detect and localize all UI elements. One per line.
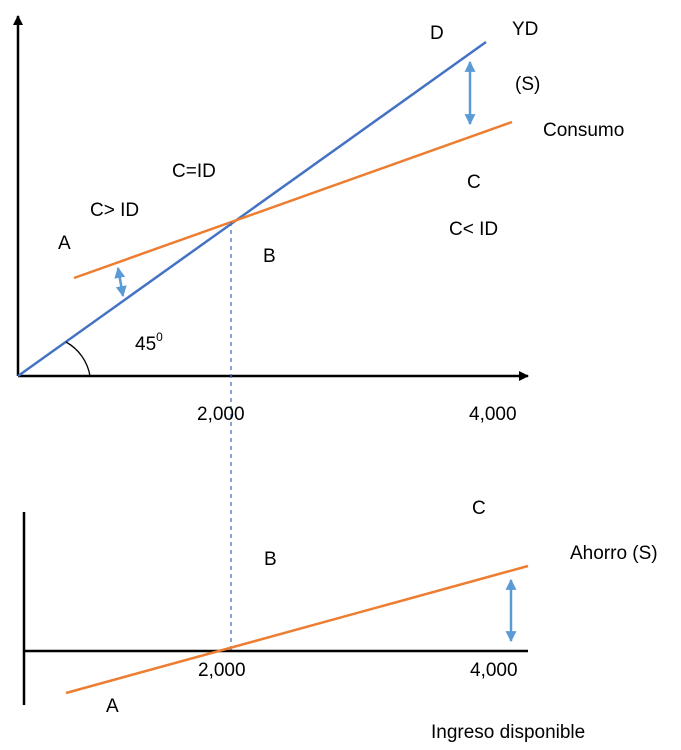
label-yd: YD xyxy=(512,19,538,40)
label-a-bottom: A xyxy=(106,696,119,717)
tick-4000-bottom: 4,000 xyxy=(470,660,518,681)
yd-45-degree-line xyxy=(17,40,487,378)
label-ahorro: Ahorro (S) xyxy=(570,543,658,564)
angle-degree-sup: 0 xyxy=(156,330,163,344)
tick-2000-bottom: 2,000 xyxy=(198,660,246,681)
label-c-lt-id: C< ID xyxy=(449,219,498,240)
dissaving-gap-arrow xyxy=(114,266,127,298)
label-b-top: B xyxy=(263,246,276,267)
label-c-gt-id: C> ID xyxy=(90,200,139,221)
angle-label: 450 xyxy=(135,330,163,355)
angle-value: 45 xyxy=(135,334,156,355)
label-consumo: Consumo xyxy=(543,120,624,141)
axis-title-ingreso: Ingreso disponible xyxy=(431,722,585,743)
label-s-top: (S) xyxy=(515,74,540,95)
label-a-top: A xyxy=(58,233,71,254)
consumption-line xyxy=(73,120,513,280)
label-c-bottom: C xyxy=(472,498,486,519)
label-b-bottom: B xyxy=(264,549,277,570)
angle-arc xyxy=(65,341,91,377)
tick-2000-top: 2,000 xyxy=(197,404,245,425)
label-c-eq-id: C=ID xyxy=(172,161,216,182)
tick-4000-top: 4,000 xyxy=(469,404,517,425)
label-c-top: C xyxy=(467,172,481,193)
savings-line xyxy=(65,564,529,695)
label-d: D xyxy=(430,23,444,44)
